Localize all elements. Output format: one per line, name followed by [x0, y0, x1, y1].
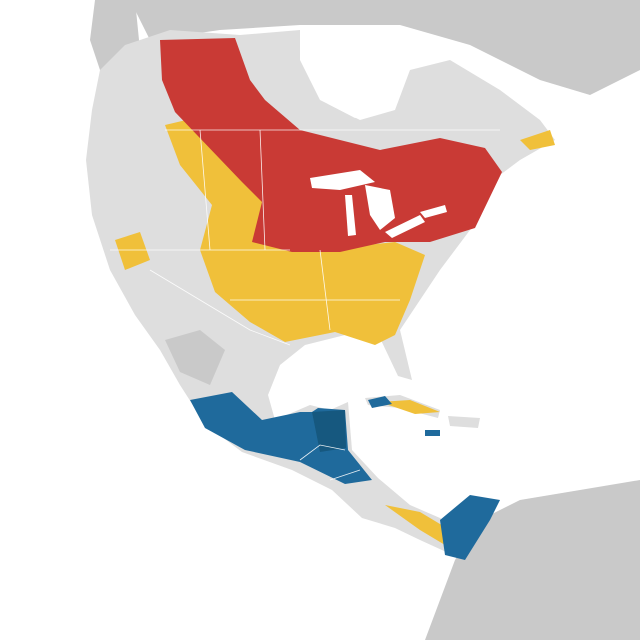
winter-range	[312, 410, 346, 452]
winter-range	[425, 430, 440, 436]
border	[299, 444, 361, 481]
hudson-bay	[300, 35, 400, 118]
breeding-range	[160, 38, 502, 252]
winter-range	[368, 396, 392, 408]
lake	[420, 205, 447, 218]
migration-range	[115, 232, 150, 270]
south-america	[425, 480, 640, 640]
lake	[365, 185, 395, 230]
migration-range	[380, 400, 440, 414]
lake	[345, 195, 356, 236]
arctic-land	[130, 0, 640, 95]
migration-range	[520, 130, 555, 150]
outside-range-patch	[165, 330, 225, 385]
hispaniola	[448, 416, 480, 428]
lake	[310, 170, 375, 190]
border	[149, 269, 291, 346]
winter-range	[440, 495, 500, 560]
border	[110, 129, 400, 331]
lake	[385, 215, 425, 238]
